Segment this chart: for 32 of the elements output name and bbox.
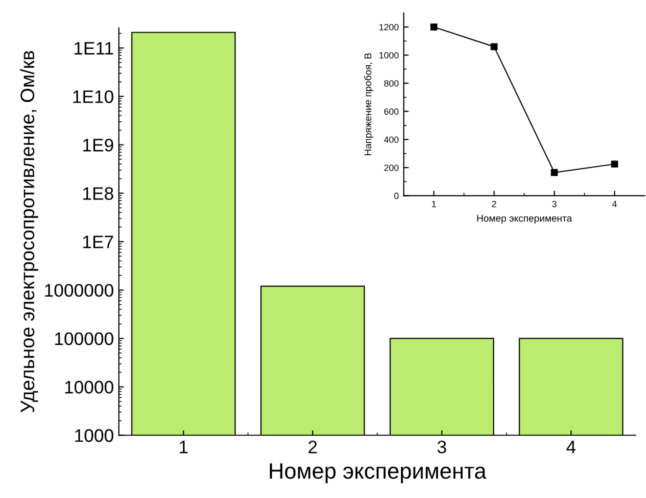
y-tick-label: 1E9 xyxy=(83,138,114,152)
point xyxy=(611,160,618,168)
y-tick-label: 1000000 xyxy=(45,284,114,297)
y-tick-label: 10000 xyxy=(65,380,114,394)
y-tick-label: 800 xyxy=(384,80,399,87)
y-axis-title: Напряжение пробоя, В xyxy=(364,53,374,156)
x-tick-label: 2 xyxy=(492,200,496,208)
point xyxy=(490,43,498,50)
point xyxy=(430,24,438,30)
x-tick-label: 4 xyxy=(566,440,576,454)
y-tick-label: 0 xyxy=(394,192,399,200)
y-tick-label: 1E7 xyxy=(83,236,114,248)
x-tick-label: 4 xyxy=(612,200,617,208)
y-tick-label: 1200 xyxy=(379,24,399,30)
y-tick-label: 200 xyxy=(384,164,399,171)
point xyxy=(550,169,558,176)
y-tick-label: 1000 xyxy=(75,429,114,442)
x-axis-title: Номер эксперимента xyxy=(270,463,486,484)
y-tick-label: 1E11 xyxy=(74,42,114,55)
y-tick-label: 1000 xyxy=(379,52,399,58)
y-axis-title: Удельное электросопротивление, Ом/кв xyxy=(20,51,38,412)
x-tick-label: 1 xyxy=(432,200,436,208)
x-axis-title: Номер эксперимента xyxy=(477,214,572,224)
y-tick-label: 600 xyxy=(384,108,399,115)
y-tick-label: 400 xyxy=(384,136,399,143)
x-tick-label: 2 xyxy=(308,440,317,454)
y-tick-label: 1E8 xyxy=(83,187,114,200)
y-tick-label: 100000 xyxy=(55,332,114,346)
y-tick-label: 1E10 xyxy=(73,90,114,104)
x-tick-label: 3 xyxy=(552,200,556,208)
x-tick-label: 1 xyxy=(180,440,188,454)
x-tick-label: 3 xyxy=(438,440,446,454)
